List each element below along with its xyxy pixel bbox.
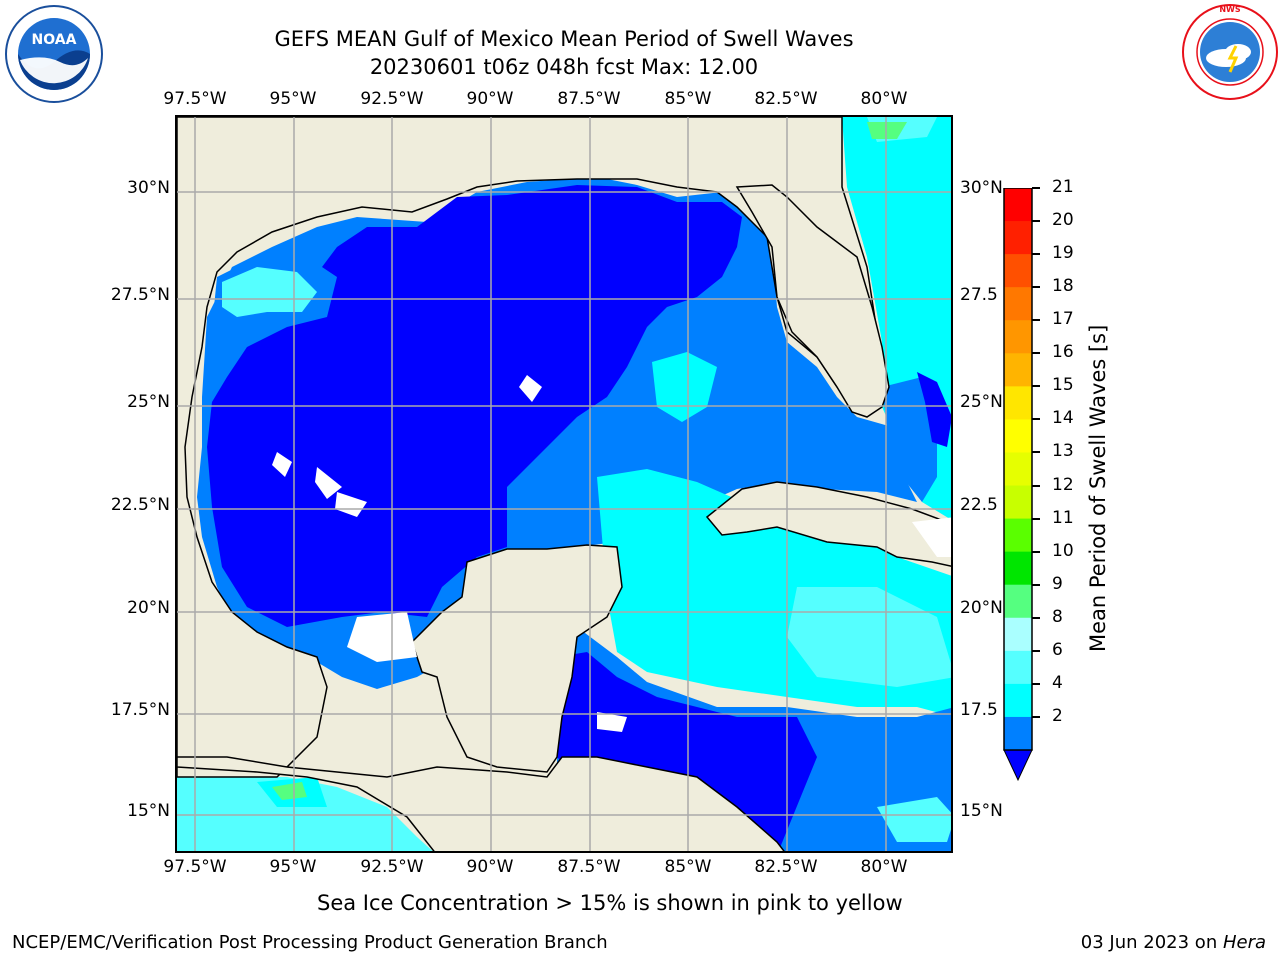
- colorbar-tick-label: 12: [1052, 474, 1074, 495]
- colorbar-tick-mark: [1032, 583, 1040, 586]
- top-lon-label: 95°W: [269, 89, 317, 109]
- right-lat-label: 15°N: [960, 801, 1003, 821]
- colorbar-swatch: [1004, 650, 1032, 685]
- colorbar-tick-mark: [1032, 319, 1040, 322]
- colorbar-tick-mark: [1032, 253, 1040, 256]
- top-lon-label: 90°W: [466, 89, 514, 109]
- bottom-lon-label: 90°W: [466, 857, 514, 877]
- bottom-lon-label: 87.5°W: [557, 857, 621, 877]
- colorbar-swatch: [1004, 452, 1032, 487]
- colorbar-tick-label: 16: [1052, 342, 1074, 363]
- colorbar-tick-label: 11: [1052, 507, 1074, 528]
- top-lon-label: 82.5°W: [754, 89, 818, 109]
- map-subtitle: 20230601 t06z 048h fcst Max: 12.00: [369, 55, 759, 79]
- right-lat-label: 20°N: [960, 598, 1003, 618]
- colorbar-swatch: [1004, 221, 1032, 255]
- colorbar-tick-label: 18: [1052, 276, 1074, 297]
- bottom-lon-label: 92.5°W: [360, 857, 424, 877]
- colorbar-tick-label: 17: [1052, 309, 1074, 330]
- colorbar-tick-label: 10: [1052, 540, 1074, 561]
- colorbar-swatch: [1004, 287, 1032, 321]
- colorbar-swatch: [1004, 353, 1032, 387]
- bottom-lon-label: 80°W: [860, 857, 908, 877]
- bottom-lon-label: 95°W: [269, 857, 317, 877]
- colorbar-tick-mark: [1032, 682, 1040, 685]
- left-lat-label: 20°N: [127, 598, 170, 618]
- sea-ice-note: Sea Ice Concentration > 15% is shown in …: [317, 891, 903, 915]
- colorbar-tick-mark: [1032, 385, 1040, 388]
- colorbar-tick-label: 20: [1052, 210, 1074, 231]
- footer-date: 03 Jun 2023 on Hera: [1081, 932, 1266, 953]
- top-lon-label: 87.5°W: [557, 89, 621, 109]
- left-lat-label: 25°N: [127, 392, 170, 412]
- colorbar-swatch: [1004, 551, 1032, 586]
- colorbar-swatch: [1004, 320, 1032, 354]
- top-lon-label: 85°W: [664, 89, 712, 109]
- top-lon-label: 97.5°W: [163, 89, 227, 109]
- graticule: [177, 117, 951, 851]
- colorbar-swatch: [1004, 518, 1032, 553]
- colorbar-swatch: [1004, 485, 1032, 520]
- right-lat-label: 30°N: [960, 178, 1003, 198]
- footer-machine: Hera: [1222, 932, 1266, 953]
- right-lat-label: 27.5: [960, 285, 998, 305]
- colorbar-tick-mark: [1032, 352, 1040, 355]
- colorbar-tick-label: 19: [1052, 243, 1074, 264]
- colorbar-tick-mark: [1032, 715, 1040, 718]
- map-panel: [175, 115, 953, 853]
- colorbar-tick-label: 8: [1052, 606, 1063, 627]
- colorbar-swatch: [1004, 419, 1032, 453]
- colorbar-swatch: [1004, 683, 1032, 718]
- colorbar-swatch: [1004, 254, 1032, 288]
- colorbar-label: Mean Period of Swell Waves [s]: [1086, 324, 1110, 652]
- left-lat-label: 15°N: [127, 801, 170, 821]
- colorbar-tick-label: 2: [1052, 705, 1063, 726]
- nws-logo: NWS: [1182, 4, 1278, 100]
- colorbar-tick-label: 21: [1052, 177, 1074, 197]
- colorbar-tick-mark: [1032, 517, 1040, 520]
- colorbar-tick-label: 6: [1052, 639, 1063, 660]
- right-lat-label: 25°N: [960, 392, 1003, 412]
- footer-credit: NCEP/EMC/Verification Post Processing Pr…: [12, 932, 608, 953]
- noaa-logo-text: NOAA: [32, 32, 77, 48]
- colorbar-swatch: [1004, 716, 1032, 751]
- colorbar-tick-mark: [1032, 187, 1040, 189]
- colorbar-swatch: [1004, 584, 1032, 619]
- colorbar-tick-label: 15: [1052, 375, 1074, 396]
- colorbar-tick-mark: [1032, 616, 1040, 619]
- colorbar-tick-mark: [1032, 649, 1040, 652]
- colorbar-tick-mark: [1032, 286, 1040, 289]
- colorbar-tick-label: 13: [1052, 441, 1074, 462]
- footer-date-text: 03 Jun 2023 on: [1080, 932, 1223, 953]
- colorbar-tick-label: 4: [1052, 672, 1063, 693]
- top-lon-label: 92.5°W: [360, 89, 424, 109]
- colorbar-tick-mark: [1032, 451, 1040, 454]
- colorbar-swatch: [1004, 617, 1032, 652]
- colorbar-extend-arrow: [1003, 749, 1033, 782]
- colorbar-swatch: [1004, 386, 1032, 420]
- gulf-map: [177, 117, 951, 851]
- colorbar-tick-mark: [1032, 550, 1040, 553]
- left-lat-label: 27.5°N: [110, 285, 170, 305]
- colorbar-swatch: [1004, 188, 1032, 222]
- bottom-lon-label: 97.5°W: [163, 857, 227, 877]
- left-lat-label: 22.5°N: [110, 495, 170, 515]
- right-lat-label: 17.5: [960, 700, 998, 720]
- colorbar-tick-label: 9: [1052, 573, 1063, 594]
- top-lon-label: 80°W: [860, 89, 908, 109]
- bottom-lon-label: 82.5°W: [754, 857, 818, 877]
- left-lat-label: 30°N: [127, 178, 170, 198]
- right-lat-label: 22.5: [960, 495, 998, 515]
- colorbar-tick-mark: [1032, 418, 1040, 421]
- map-title: GEFS MEAN Gulf of Mexico Mean Period of …: [274, 27, 854, 51]
- colorbar: [1003, 188, 1033, 782]
- colorbar-tick-mark: [1032, 220, 1040, 223]
- bottom-lon-label: 85°W: [664, 857, 712, 877]
- noaa-logo: NOAA: [5, 5, 103, 103]
- colorbar-tick-label: 14: [1052, 408, 1074, 429]
- left-lat-label: 17.5°N: [110, 700, 170, 720]
- svg-text:NWS: NWS: [1219, 5, 1241, 14]
- colorbar-tick-mark: [1032, 484, 1040, 487]
